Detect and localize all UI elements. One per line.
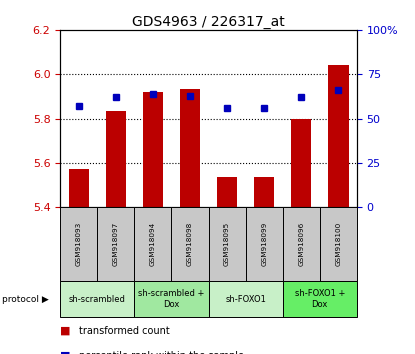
Bar	[246, 207, 283, 281]
Bar	[209, 281, 283, 317]
Text: GSM918099: GSM918099	[261, 222, 267, 266]
Bar	[97, 207, 134, 281]
Bar	[254, 177, 274, 207]
Bar	[105, 111, 126, 207]
Text: sh-FOXO1 +
Dox: sh-FOXO1 + Dox	[295, 290, 345, 309]
Text: percentile rank within the sample: percentile rank within the sample	[79, 351, 244, 354]
Bar	[68, 170, 89, 207]
Bar	[283, 207, 320, 281]
Bar	[180, 89, 200, 207]
Text: GSM918097: GSM918097	[113, 222, 119, 266]
Bar	[143, 92, 163, 207]
Bar	[60, 207, 97, 281]
Title: GDS4963 / 226317_at: GDS4963 / 226317_at	[132, 15, 285, 29]
Bar	[328, 65, 349, 207]
Text: ■: ■	[60, 351, 71, 354]
Text: ■: ■	[60, 326, 71, 336]
Bar	[134, 281, 209, 317]
Text: GSM918093: GSM918093	[76, 222, 82, 266]
Bar	[217, 177, 237, 207]
Text: transformed count: transformed count	[79, 326, 170, 336]
Text: GSM918095: GSM918095	[224, 222, 230, 266]
Text: GSM918098: GSM918098	[187, 222, 193, 266]
Bar	[283, 281, 357, 317]
Text: GSM918096: GSM918096	[298, 222, 304, 266]
Text: sh-scrambled: sh-scrambled	[69, 295, 126, 304]
Bar	[291, 119, 312, 207]
Text: GSM918094: GSM918094	[150, 222, 156, 266]
Text: GSM918100: GSM918100	[335, 222, 342, 266]
Text: sh-FOXO1: sh-FOXO1	[225, 295, 266, 304]
Bar	[134, 207, 171, 281]
Bar	[320, 207, 357, 281]
Text: protocol ▶: protocol ▶	[2, 295, 49, 304]
Text: sh-scrambled +
Dox: sh-scrambled + Dox	[138, 290, 205, 309]
Bar	[60, 281, 134, 317]
Bar	[209, 207, 246, 281]
Bar	[171, 207, 209, 281]
